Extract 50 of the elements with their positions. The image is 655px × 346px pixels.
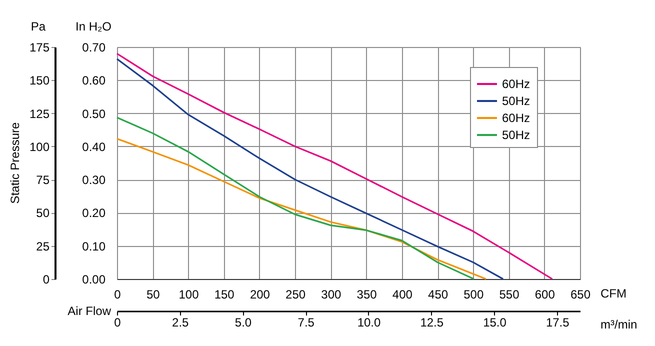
y2-tick-label: 0.00 (82, 272, 106, 286)
y2-tick-label: 0.20 (82, 206, 106, 220)
x2-tick-label: 2.5 (172, 316, 190, 330)
legend-label: 60Hz (502, 111, 530, 125)
legend-label: 50Hz (502, 128, 530, 142)
x2-tick-label: 5.0 (234, 316, 252, 330)
y-tick-label: 150 (29, 74, 50, 88)
x-tick-label: 50 (146, 288, 160, 302)
y2-tick-label: 0.40 (82, 140, 106, 154)
x-tick-label: 400 (392, 288, 413, 302)
x-axis-title: CFM (600, 286, 626, 300)
legend-label: 60Hz (502, 77, 530, 91)
y-tick-label: 50 (36, 206, 50, 220)
x-tick-label: 250 (286, 288, 306, 302)
x-tick-label: 450 (428, 288, 448, 302)
x2-tick-label: 15.0 (483, 316, 507, 330)
y-tick-label: 100 (29, 140, 50, 154)
line-series (116, 138, 487, 280)
x-tick-label: 550 (499, 288, 520, 302)
y-tick-label: 0 (42, 272, 50, 286)
x2-tick-label: 12.5 (420, 316, 444, 330)
x-tick-label: 500 (464, 288, 484, 302)
x-tick-label: 200 (250, 288, 270, 302)
x2-tick-label: 17.5 (546, 316, 570, 330)
x2-tick-label: 10.0 (357, 316, 381, 330)
y-tick-label: 175 (29, 40, 50, 54)
y2-tick-label: 0.50 (82, 106, 106, 121)
y2-tick-label: 0.30 (82, 173, 106, 188)
x-tick-label: 100 (178, 288, 200, 302)
legend-label: 50Hz (502, 94, 530, 108)
x-tick-label: 350 (356, 288, 378, 302)
x-tick-label: 600 (534, 288, 556, 302)
y2-tick-label: 0.60 (82, 74, 106, 88)
y2-axis-title: In H₂O (76, 20, 112, 34)
x2-axis-title: m³/min (600, 318, 638, 332)
x-tick-label: 300 (321, 288, 342, 302)
y-tick-label: 125 (29, 106, 50, 121)
line-series (116, 116, 475, 280)
y2-tick-label: 0.10 (82, 239, 106, 254)
x-tick-label: 150 (214, 288, 235, 302)
x-tick-label: 650 (570, 288, 591, 302)
x-tick-label: 0 (114, 288, 122, 302)
y-tick-label: 75 (36, 173, 50, 188)
y2-tick-label: 0.70 (82, 40, 106, 54)
x2-tick-label: 7.5 (298, 316, 315, 330)
y-axis-title: Static Pressure (8, 122, 22, 204)
x2-tick-label: 0 (114, 316, 122, 330)
text: Pa (30, 20, 46, 34)
y-tick-label: 25 (36, 239, 50, 254)
text: Air Flow (68, 304, 112, 318)
